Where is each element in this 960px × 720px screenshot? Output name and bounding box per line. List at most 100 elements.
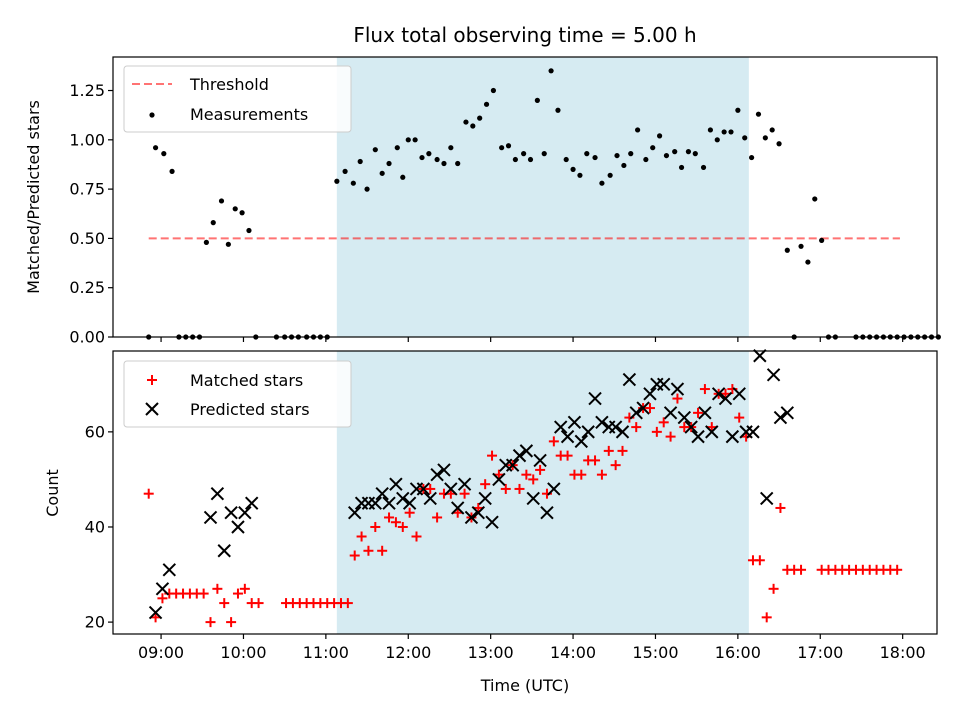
measurement-point bbox=[334, 178, 340, 184]
measurement-point bbox=[342, 168, 348, 174]
matched-star-point bbox=[603, 445, 614, 456]
matched-star-point bbox=[754, 555, 765, 566]
predicted-star-point bbox=[581, 425, 595, 439]
x-axis-label: Time (UTC) bbox=[480, 676, 569, 695]
predicted-star-point bbox=[540, 506, 554, 520]
measurement-point bbox=[499, 145, 505, 151]
bottom-observing-span bbox=[336, 351, 749, 634]
x-tick-label: 15:00 bbox=[632, 643, 678, 662]
measurement-point bbox=[812, 196, 818, 202]
measurement-point bbox=[463, 119, 469, 125]
matched-star-point bbox=[768, 583, 779, 594]
predicted-star-point bbox=[622, 372, 637, 387]
measurement-point bbox=[672, 149, 678, 155]
matched-star-point bbox=[514, 483, 525, 494]
bottom-plot-area bbox=[143, 349, 903, 628]
measurement-point bbox=[232, 206, 238, 212]
matched-star-point bbox=[473, 502, 484, 513]
measurement-point bbox=[364, 186, 370, 192]
top-observing-span bbox=[336, 57, 749, 337]
x-tick-label: 09:00 bbox=[138, 643, 184, 662]
predicted-star-point bbox=[670, 382, 685, 396]
top-legend-box bbox=[123, 65, 352, 133]
predicted-star-point bbox=[244, 496, 259, 510]
measurement-point bbox=[707, 127, 714, 133]
predicted-star-point bbox=[663, 406, 678, 420]
measurement-point bbox=[735, 107, 741, 113]
measurement-point bbox=[592, 154, 598, 161]
legend-predicted-label: Predicted stars bbox=[190, 400, 310, 419]
x-tick-label: 17:00 bbox=[797, 643, 843, 662]
measurement-point bbox=[584, 151, 590, 157]
predicted-star-point bbox=[471, 506, 486, 520]
y-tick-label: 0.00 bbox=[69, 328, 105, 347]
measurement-point bbox=[434, 156, 440, 163]
matched-star-point bbox=[411, 531, 422, 542]
predicted-star-point bbox=[753, 349, 767, 363]
measurement-point bbox=[350, 180, 356, 186]
measurement-point bbox=[169, 168, 175, 174]
measurement-point bbox=[161, 151, 167, 157]
y-tick-label: 1.00 bbox=[69, 130, 105, 149]
predicted-star-point bbox=[155, 582, 170, 596]
chart-title: Flux total observing time = 5.00 h bbox=[353, 23, 696, 47]
matched-star-point bbox=[384, 512, 395, 523]
matched-star-point bbox=[535, 464, 546, 475]
predicted-star-point bbox=[210, 486, 225, 501]
bottom-x-ticks: 09:00 10:00 11:00 12:00 13:00 14:00 15:00 16:00… bbox=[138, 634, 926, 662]
matched-star-point bbox=[548, 436, 559, 447]
top-x-ticks bbox=[160, 337, 904, 342]
x-tick-label: 18:00 bbox=[880, 643, 926, 662]
y-tick-label: 40 bbox=[85, 517, 105, 536]
measurement-point bbox=[805, 259, 811, 265]
measurement-point bbox=[426, 151, 432, 157]
predicted-star-point bbox=[567, 415, 582, 430]
predicted-star-point bbox=[773, 410, 788, 425]
x-tick-label: 14:00 bbox=[550, 643, 596, 662]
matched-star-point bbox=[651, 426, 662, 437]
matched-star-point bbox=[342, 598, 353, 609]
measurement-point bbox=[405, 137, 411, 143]
measurement-point bbox=[563, 156, 569, 163]
matched-star-point bbox=[672, 393, 683, 404]
measurement-point bbox=[728, 129, 734, 135]
matched-star-point bbox=[205, 617, 216, 628]
measurement-point bbox=[152, 145, 159, 151]
predicted-star-point bbox=[643, 387, 657, 401]
measurement-point bbox=[470, 123, 476, 129]
y-tick-label: 0.25 bbox=[69, 278, 105, 297]
matched-star-point bbox=[699, 384, 710, 395]
predicted-star-point bbox=[711, 387, 726, 401]
predicted-star-point bbox=[148, 605, 163, 620]
top-panel: 0.00 0.25 0.50 0.75 1.00 1.25 Matched/Predict… bbox=[24, 56, 941, 347]
predicted-star-point bbox=[368, 496, 383, 510]
matched-star-point bbox=[706, 422, 717, 433]
measurement-point bbox=[400, 174, 406, 180]
predicted-star-point bbox=[416, 482, 431, 496]
predicted-star-point bbox=[375, 486, 389, 501]
measurement-point bbox=[663, 152, 670, 159]
measurement-point bbox=[607, 172, 613, 178]
top-axes-frame bbox=[112, 56, 938, 338]
matched-star-point bbox=[452, 507, 463, 518]
y-tick-label: 1.25 bbox=[69, 81, 105, 100]
measurement-point bbox=[628, 151, 634, 157]
matched-star-point bbox=[198, 588, 209, 599]
predicted-star-point bbox=[533, 453, 547, 468]
bottom-y-ticks: 20 40 60 bbox=[85, 422, 113, 632]
bottom-y-axis-label: Count bbox=[43, 469, 62, 517]
matched-star-point bbox=[150, 612, 161, 623]
y-tick-label: 0.75 bbox=[69, 180, 105, 199]
measurement-point bbox=[379, 170, 385, 176]
measurement-point bbox=[477, 115, 483, 121]
matched-star-point bbox=[356, 531, 367, 542]
measurement-point bbox=[692, 151, 698, 157]
predicted-star-point bbox=[718, 391, 733, 406]
predicted-star-point bbox=[526, 491, 540, 506]
matched-star-point bbox=[610, 460, 621, 471]
matched-star-point bbox=[487, 450, 498, 461]
measurement-point bbox=[678, 164, 685, 171]
matched-star-point bbox=[143, 488, 154, 499]
matched-star-point bbox=[397, 521, 408, 532]
measurement-point bbox=[441, 160, 447, 167]
